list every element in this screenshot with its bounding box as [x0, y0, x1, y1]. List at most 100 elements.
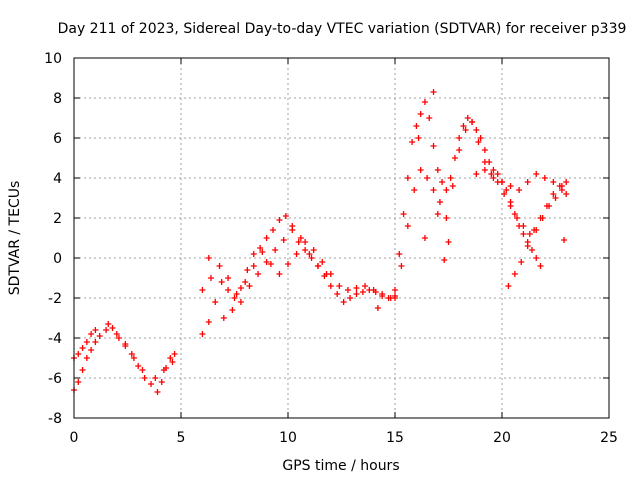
data-point	[141, 375, 148, 381]
data-point	[160, 367, 167, 373]
y-tick-label: 6	[53, 131, 62, 147]
data-point	[280, 237, 287, 243]
data-point	[96, 333, 103, 339]
series-track-d	[199, 239, 394, 301]
data-point	[503, 187, 510, 193]
data-point	[490, 175, 497, 181]
data-point	[460, 123, 467, 129]
x-tick-label: 15	[386, 430, 404, 446]
data-point	[244, 267, 251, 273]
data-point	[255, 271, 262, 277]
data-point	[449, 183, 456, 189]
data-point	[308, 255, 315, 261]
data-point	[488, 171, 495, 177]
data-point	[344, 287, 351, 293]
data-point	[231, 295, 238, 301]
data-point	[520, 231, 527, 237]
data-point	[447, 175, 454, 181]
data-point	[481, 167, 488, 173]
data-point	[396, 251, 403, 257]
data-point	[259, 249, 266, 255]
data-point	[205, 255, 212, 261]
data-point	[501, 191, 508, 197]
data-point	[552, 195, 559, 201]
data-point	[233, 291, 240, 297]
data-point	[83, 339, 90, 345]
data-point	[92, 339, 99, 345]
data-point	[79, 345, 86, 351]
data-point	[75, 379, 82, 385]
data-point	[83, 355, 90, 361]
data-point	[242, 279, 249, 285]
y-tick-label: 0	[53, 251, 62, 267]
data-point	[417, 111, 424, 117]
data-point	[436, 199, 443, 205]
data-point	[139, 367, 146, 373]
data-point	[295, 239, 302, 245]
data-point	[148, 381, 155, 387]
series-track-g	[392, 119, 570, 301]
x-axis-label: GPS time / hours	[282, 458, 399, 474]
x-tick-label: 20	[493, 430, 511, 446]
series-track-a	[71, 325, 178, 395]
data-point	[445, 239, 452, 245]
y-tick-label: 10	[44, 51, 62, 67]
data-point	[481, 147, 488, 153]
data-point	[340, 299, 347, 305]
data-point	[323, 271, 330, 277]
data-point	[220, 315, 227, 321]
data-point	[229, 307, 236, 313]
data-point	[306, 251, 313, 257]
data-point	[398, 263, 405, 269]
data-point	[513, 215, 520, 221]
data-point	[526, 231, 533, 237]
data-point	[473, 127, 480, 133]
series-track-c	[199, 213, 398, 337]
data-point	[250, 263, 257, 269]
data-point	[533, 255, 540, 261]
data-point	[336, 283, 343, 289]
x-axis-tick-labels: 0 5 10 15 20 25	[70, 430, 618, 446]
data-point	[250, 251, 257, 257]
y-tick-label: 2	[53, 211, 62, 227]
data-point	[267, 261, 274, 267]
data-point	[516, 187, 523, 193]
data-point	[225, 287, 232, 293]
data-point	[400, 211, 407, 217]
data-point	[456, 135, 463, 141]
data-point	[469, 119, 476, 125]
data-point	[533, 171, 540, 177]
y-axis-tick-labels: -8 -6 -4 -2 0 2 4 6 8 10	[44, 51, 62, 427]
data-point	[481, 159, 488, 165]
data-point	[171, 351, 178, 357]
data-point	[103, 327, 110, 333]
grid	[74, 58, 609, 418]
data-point	[270, 227, 277, 233]
series-track-b	[71, 321, 176, 381]
data-point	[169, 359, 176, 365]
x-tick-label: 5	[177, 430, 186, 446]
data-point	[417, 167, 424, 173]
data-point	[225, 275, 232, 281]
data-point	[246, 283, 253, 289]
data-point	[426, 115, 433, 121]
data-point	[434, 211, 441, 217]
data-point	[477, 135, 484, 141]
data-point	[353, 285, 360, 291]
data-point	[105, 321, 112, 327]
plot-frame	[73, 57, 610, 419]
data-point	[314, 263, 321, 269]
data-point	[490, 167, 497, 173]
data-point	[430, 89, 437, 95]
data-point	[434, 167, 441, 173]
data-point	[289, 223, 296, 229]
data-point	[392, 287, 398, 293]
data-point	[237, 299, 244, 305]
data-point	[524, 243, 531, 249]
data-point	[293, 251, 300, 257]
data-point	[462, 127, 469, 133]
data-point	[282, 213, 289, 219]
data-point	[154, 389, 161, 395]
data-point	[109, 325, 116, 331]
data-point	[430, 143, 437, 149]
